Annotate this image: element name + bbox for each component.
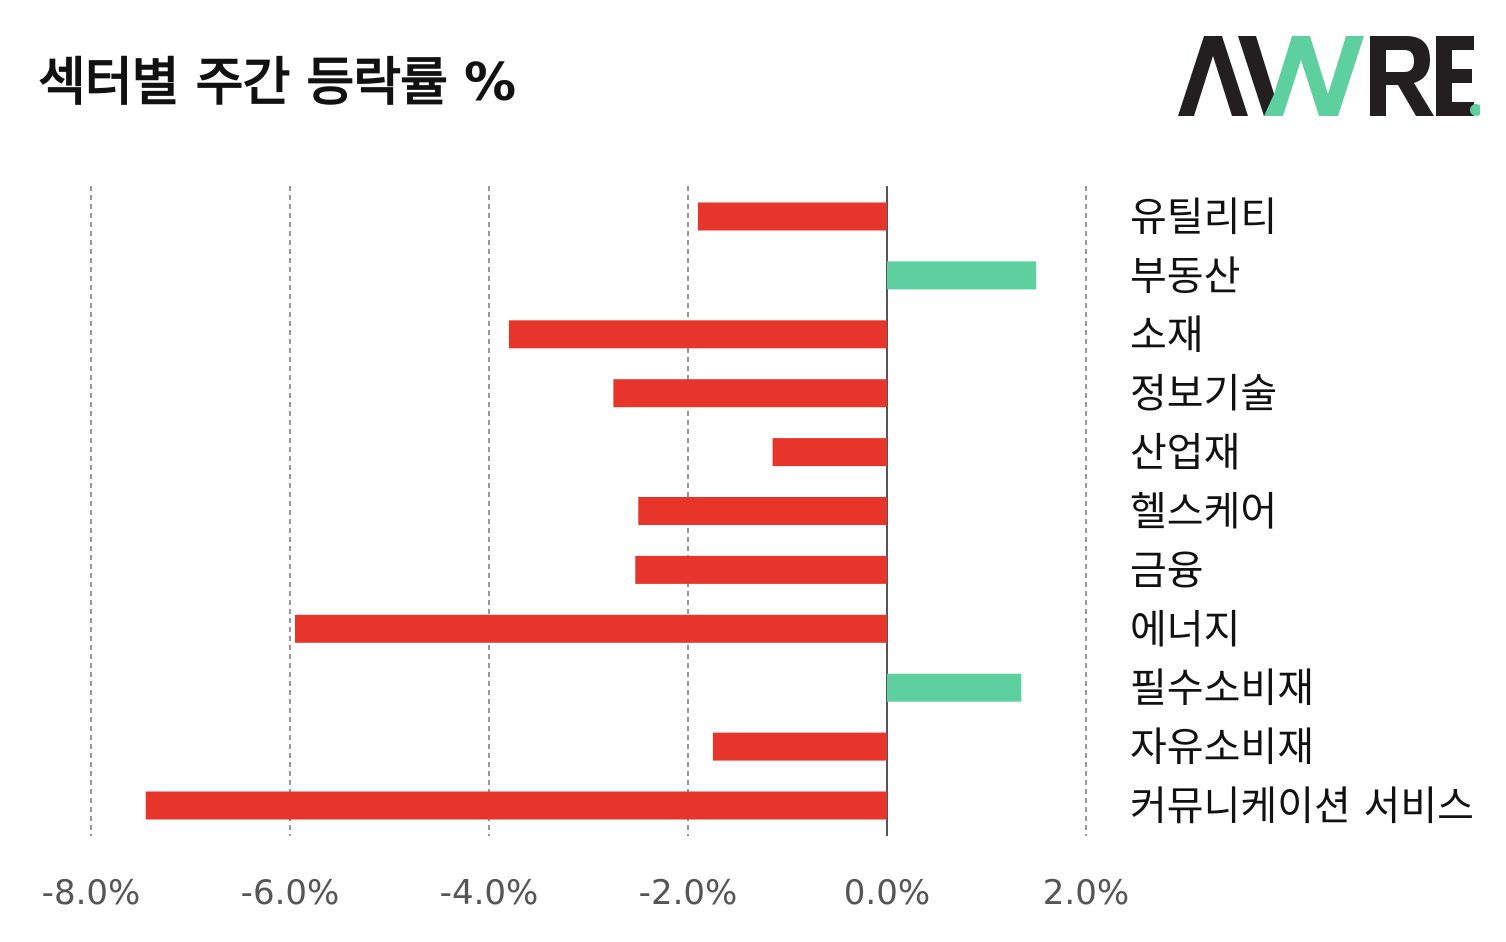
x-tick-label: -4.0%: [440, 873, 539, 913]
category-label: 정보기술: [1130, 371, 1277, 417]
category-label: 에너지: [1130, 607, 1240, 653]
category-label: 헬스케어: [1130, 489, 1277, 535]
x-tick-label: 0.0%: [844, 873, 930, 913]
category-label: 커뮤니케이션 서비스: [1130, 784, 1474, 830]
category-label: 필수소비재: [1130, 666, 1314, 712]
chart-title: 섹터별 주간 등락률 %: [38, 53, 516, 113]
category-label: 자유소비재: [1130, 725, 1314, 771]
logo-dot: [1470, 104, 1480, 116]
category-label: 부동산: [1130, 253, 1240, 299]
bar: [887, 261, 1037, 290]
x-axis-ticks: -8.0% -6.0% -4.0% -2.0% 0.0% 2.0%: [42, 873, 1130, 913]
category-label: 산업재: [1130, 430, 1240, 476]
bar: [294, 614, 888, 643]
category-label: 금융: [1130, 548, 1204, 594]
bar: [887, 673, 1022, 702]
logo-letter-e: [1436, 36, 1474, 116]
logo-letter-a: [1178, 36, 1248, 116]
bar: [145, 791, 888, 820]
category-label: 유틸리티: [1130, 195, 1277, 241]
bar: [508, 320, 887, 349]
bars: [145, 202, 1037, 820]
x-tick-label: -2.0%: [639, 873, 738, 913]
category-label: 소재: [1130, 312, 1204, 358]
aware-logo: [1178, 36, 1480, 116]
bar: [635, 555, 887, 584]
bar: [638, 497, 887, 525]
x-tick-label: -6.0%: [241, 873, 340, 913]
x-tick-label: 2.0%: [1043, 873, 1129, 913]
category-labels: 유틸리티부동산소재정보기술산업재헬스케어금융에너지필수소비재자유소비재커뮤니케이…: [1130, 195, 1474, 830]
logo-letter-w-shadow: [1238, 36, 1274, 116]
bar: [772, 438, 887, 467]
bar: [697, 202, 887, 231]
bar: [712, 732, 887, 761]
bar: [613, 379, 887, 408]
x-tick-label: -8.0%: [42, 873, 141, 913]
logo-letter-r: [1370, 36, 1434, 116]
